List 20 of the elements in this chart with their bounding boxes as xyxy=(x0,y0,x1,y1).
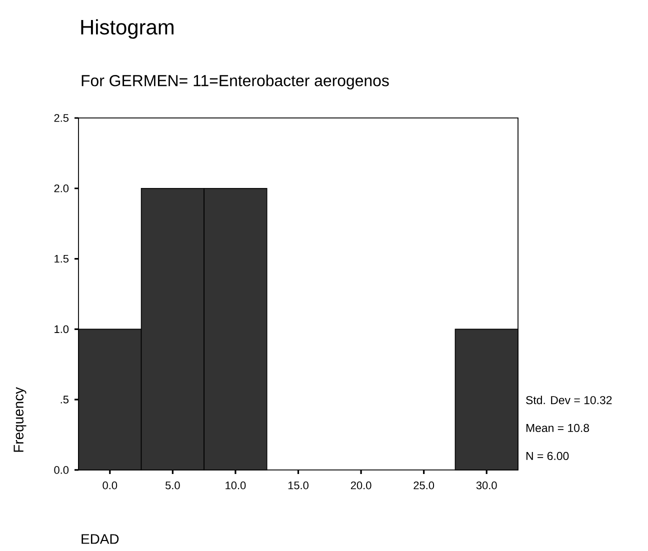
text: Mean = 10.8 xyxy=(526,424,590,432)
x-tick-label: 15.0 xyxy=(288,482,308,490)
x-tick-label: 0.0 xyxy=(102,482,118,490)
y-tick-label: .5 xyxy=(60,396,69,404)
x-tick-label: 30.0 xyxy=(476,482,497,490)
y-axis-title: Frequency xyxy=(14,387,26,452)
x-tick-label: 25.0 xyxy=(414,482,434,490)
text: Std. Dev = 10.32 xyxy=(526,396,612,404)
y-tick-label: 0.0 xyxy=(54,466,69,474)
x-axis-title: EDAD xyxy=(82,534,119,544)
chart-title: Histogram xyxy=(81,19,174,39)
text: N = 6.00 xyxy=(526,452,569,460)
x-tick-label: 5.0 xyxy=(166,482,180,490)
x-tick-label: 20.0 xyxy=(350,482,372,490)
x-tick-label: 10.0 xyxy=(226,482,246,490)
y-tick-label: 1.5 xyxy=(54,254,69,263)
y-tick-label: 2.5 xyxy=(54,114,69,122)
y-tick-label: 2.0 xyxy=(54,184,69,192)
chart-subtitle: For GERMEN= 11=Enterobacter aerogenos xyxy=(82,74,389,90)
y-tick-label: 1.0 xyxy=(54,325,69,334)
